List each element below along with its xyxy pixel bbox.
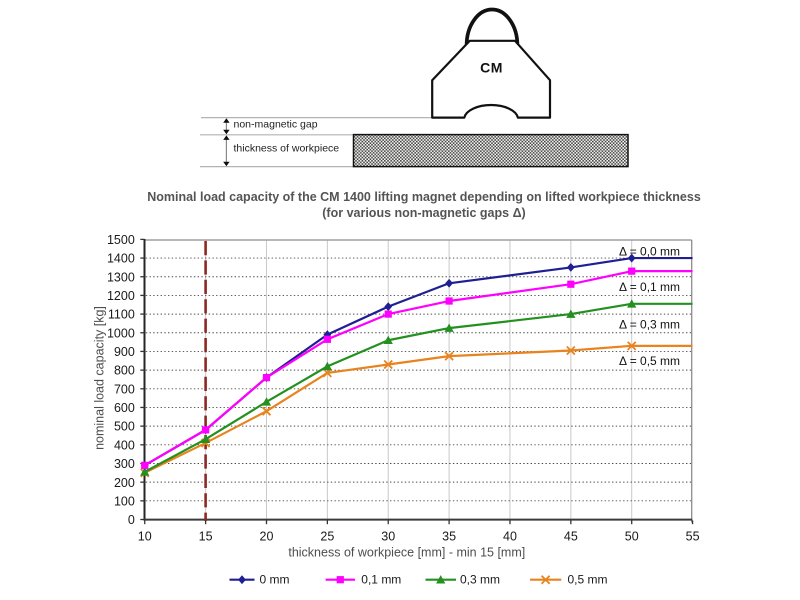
svg-text:600: 600	[114, 401, 135, 415]
svg-text:non-magnetic gap: non-magnetic gap	[234, 118, 318, 130]
svg-text:700: 700	[114, 382, 135, 396]
svg-text:300: 300	[114, 457, 135, 471]
svg-text:0: 0	[128, 513, 135, 527]
svg-text:200: 200	[114, 476, 135, 490]
svg-text:thickness of workpiece [mm] -: thickness of workpiece [mm] - min 15 [mm…	[288, 546, 525, 560]
svg-text:thickness of workpiece: thickness of workpiece	[234, 142, 340, 154]
svg-text:1100: 1100	[108, 308, 135, 322]
svg-text:1300: 1300	[107, 270, 135, 284]
svg-text:Δ = 0,3 mm: Δ = 0,3 mm	[619, 318, 680, 332]
svg-text:CM: CM	[480, 60, 503, 76]
svg-text:0,3 mm: 0,3 mm	[460, 573, 500, 587]
svg-text:900: 900	[114, 345, 135, 359]
svg-text:0,1 mm: 0,1 mm	[361, 573, 401, 587]
svg-text:40: 40	[503, 529, 517, 543]
svg-text:1500: 1500	[107, 233, 135, 247]
svg-text:400: 400	[114, 438, 135, 452]
svg-text:500: 500	[114, 420, 135, 434]
svg-text:(for various non-magnetic gaps: (for various non-magnetic gaps Δ)	[322, 206, 525, 220]
svg-text:100: 100	[114, 494, 135, 508]
svg-text:0 mm: 0 mm	[260, 573, 290, 587]
svg-text:15: 15	[199, 529, 213, 543]
svg-text:nominal load capacity [kg]: nominal load capacity [kg]	[93, 306, 107, 450]
svg-text:Δ = 0,0 mm: Δ = 0,0 mm	[619, 245, 680, 259]
svg-text:10: 10	[138, 529, 152, 543]
svg-text:55: 55	[686, 529, 700, 543]
svg-text:30: 30	[381, 529, 395, 543]
svg-text:0,5 mm: 0,5 mm	[568, 573, 608, 587]
svg-text:Δ = 0,1 mm: Δ = 0,1 mm	[619, 280, 680, 294]
svg-text:1000: 1000	[107, 326, 135, 340]
svg-text:Δ = 0,5 mm: Δ = 0,5 mm	[619, 354, 680, 368]
svg-text:50: 50	[625, 529, 639, 543]
svg-text:800: 800	[114, 364, 135, 378]
svg-text:Nominal load capacity of the C: Nominal load capacity of the CM 1400 lif…	[147, 190, 701, 204]
svg-text:25: 25	[320, 529, 334, 543]
svg-text:20: 20	[260, 529, 274, 543]
svg-text:45: 45	[564, 529, 578, 543]
svg-text:1400: 1400	[107, 252, 135, 266]
svg-text:35: 35	[442, 529, 456, 543]
svg-text:1200: 1200	[107, 289, 135, 303]
